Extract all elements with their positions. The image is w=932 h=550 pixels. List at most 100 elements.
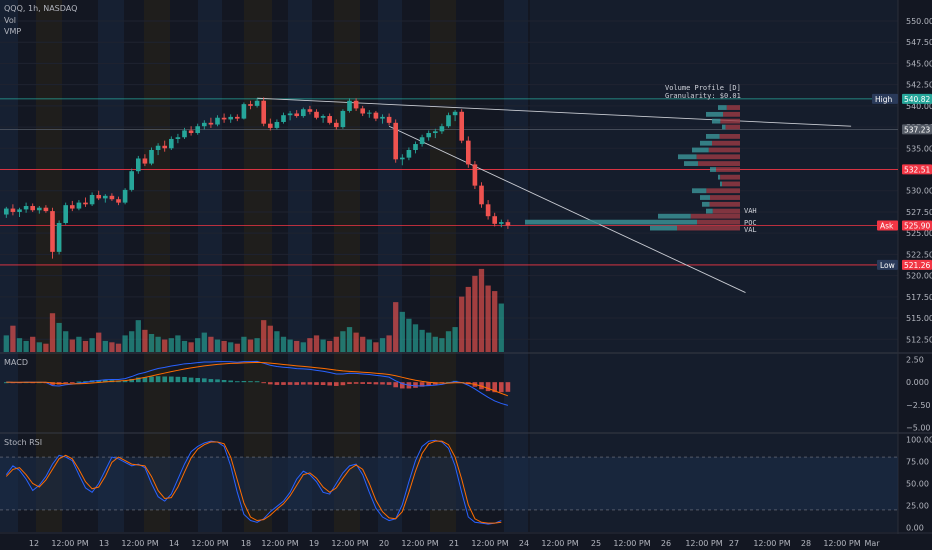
volume-bar bbox=[23, 340, 29, 352]
volume-bar bbox=[340, 331, 346, 352]
volume-bar bbox=[82, 340, 89, 352]
volume-legend[interactable]: Vol bbox=[4, 16, 16, 25]
macd-histogram-bar bbox=[208, 379, 214, 383]
time-tick-label: 12:00 PM bbox=[753, 539, 790, 548]
macd-tick-label: 2.50 bbox=[906, 356, 924, 365]
candle-body bbox=[63, 205, 69, 223]
volume-bar bbox=[320, 339, 326, 352]
macd-histogram-bar bbox=[149, 376, 154, 383]
stoch-tick-label: 75.00 bbox=[906, 457, 929, 466]
volume-bar bbox=[333, 336, 339, 352]
macd-histogram-bar bbox=[83, 381, 88, 383]
volume-bar bbox=[419, 329, 425, 352]
volume-bar bbox=[188, 342, 194, 352]
volume-bar bbox=[426, 332, 432, 352]
volume-bar bbox=[241, 336, 247, 352]
volume-bar bbox=[89, 338, 95, 352]
volume-bar bbox=[234, 343, 240, 352]
price-level-tag-text: 540.82 bbox=[904, 95, 930, 104]
macd-histogram-bar bbox=[320, 382, 326, 386]
price-level-tag bbox=[902, 93, 932, 104]
time-tick-label: 24 bbox=[519, 539, 529, 548]
macd-legend[interactable]: MACD bbox=[4, 358, 28, 367]
candle-body bbox=[333, 122, 339, 128]
stoch-tick-label: 0.00 bbox=[906, 524, 924, 533]
volume-bar bbox=[228, 342, 234, 352]
volume-profile-down-bar bbox=[690, 213, 740, 219]
volume-profile-level-label: VAH bbox=[744, 207, 757, 215]
candle-body bbox=[36, 207, 42, 211]
volume-bar bbox=[36, 342, 42, 352]
candle-body bbox=[50, 211, 55, 252]
volume-profile-down-bar bbox=[708, 147, 740, 153]
macd-histogram-bar bbox=[175, 376, 181, 383]
macd-histogram-bar bbox=[267, 382, 273, 385]
macd-histogram-bar bbox=[135, 377, 141, 383]
volume-profile-up-bar bbox=[692, 188, 707, 194]
macd-histogram-bar bbox=[314, 382, 319, 385]
candle-body bbox=[10, 208, 16, 212]
macd-histogram-bar bbox=[168, 376, 174, 383]
candle-body bbox=[43, 207, 49, 212]
volume-bar bbox=[432, 336, 438, 352]
volume-profile-up-bar bbox=[710, 167, 716, 172]
price-tick-label: 515.00 bbox=[906, 314, 932, 323]
macd-histogram-bar bbox=[287, 382, 293, 385]
candle-body bbox=[175, 137, 181, 139]
symbol-legend[interactable]: QQQ, 1h, NASDAQ bbox=[4, 4, 78, 13]
volume-profile-up-bar bbox=[678, 154, 697, 160]
volume-bar bbox=[472, 275, 478, 352]
stoch-tick-label: 50.00 bbox=[906, 480, 929, 489]
candle-body bbox=[327, 116, 333, 123]
volume-profile-down-bar bbox=[720, 118, 740, 124]
volume-bar bbox=[201, 332, 207, 352]
candle-body bbox=[195, 126, 201, 134]
volume-profile-up-bar bbox=[692, 147, 709, 153]
macd-histogram-bar bbox=[327, 382, 333, 386]
time-tick-label: 12:00 PM bbox=[685, 539, 722, 548]
price-level-tag-text: 525.90 bbox=[904, 222, 930, 231]
price-tick-label: 525.00 bbox=[906, 229, 932, 238]
macd-histogram-bar bbox=[360, 382, 366, 384]
candle-body bbox=[254, 100, 260, 106]
volume-profile-up-bar bbox=[706, 111, 723, 117]
volume-bar bbox=[452, 327, 458, 352]
candle-body bbox=[3, 208, 9, 215]
macd-histogram-bar bbox=[261, 382, 267, 384]
candle-body bbox=[446, 115, 451, 127]
candle-body bbox=[465, 140, 471, 165]
time-tick-label: 19 bbox=[309, 539, 319, 548]
macd-histogram-bar bbox=[505, 382, 511, 392]
macd-histogram-bar bbox=[333, 382, 339, 386]
volume-profile-up-bar bbox=[720, 181, 722, 187]
volume-bar bbox=[274, 331, 280, 352]
candle-body bbox=[366, 112, 372, 114]
candle-body bbox=[56, 222, 62, 252]
stoch-rsi-legend[interactable]: Stoch RSI bbox=[4, 438, 43, 447]
candle-body bbox=[215, 117, 220, 125]
price-level-tag bbox=[902, 259, 932, 270]
macd-signal-line bbox=[6, 361, 509, 397]
volume-bar bbox=[69, 339, 75, 352]
volume-bar bbox=[142, 329, 148, 352]
stoch-tick-label: 25.00 bbox=[906, 502, 929, 511]
macd-histogram-bar bbox=[386, 382, 392, 385]
time-tick-label: 28 bbox=[801, 539, 811, 548]
candle-body bbox=[129, 171, 135, 190]
price-tick-label: 517.50 bbox=[906, 293, 932, 302]
macd-histogram-bar bbox=[373, 382, 379, 385]
stoch-k-line bbox=[5, 439, 502, 525]
time-tick-label: 12:00 PM bbox=[121, 539, 158, 548]
vmp-legend[interactable]: VMP bbox=[4, 27, 22, 36]
level-side-label: High bbox=[875, 95, 892, 104]
volume-profile-up-bar bbox=[718, 174, 721, 180]
price-level-tag bbox=[902, 124, 932, 135]
price-tick-label: 545.00 bbox=[906, 59, 932, 68]
candle-body bbox=[432, 131, 438, 134]
candle-body bbox=[149, 149, 154, 164]
level-side-tag bbox=[872, 93, 898, 104]
volume-bar bbox=[353, 332, 359, 352]
volume-profile-down-bar bbox=[719, 134, 740, 139]
candle-body bbox=[201, 122, 207, 127]
